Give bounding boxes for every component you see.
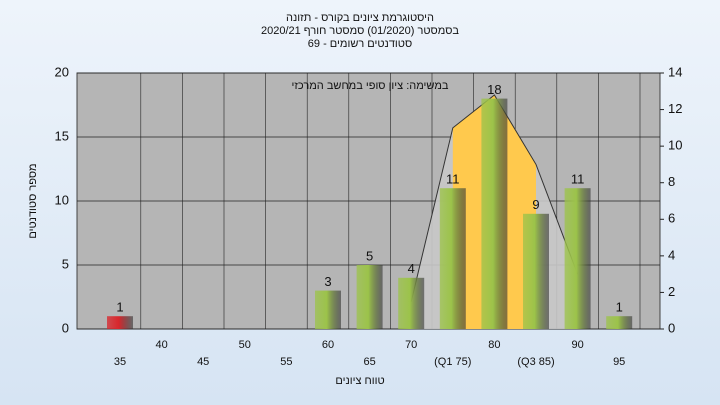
y2-tick-label: 6: [668, 211, 675, 226]
y2-tick-label: 12: [668, 101, 682, 116]
chart-subtitle: סטודנטים רשומים - 69: [308, 38, 412, 50]
bar: [107, 316, 133, 329]
distribution-line: [410, 94, 579, 302]
y-axis-label: מספר סטודנטים: [27, 163, 39, 238]
y-tick-label: 10: [55, 192, 69, 207]
y2-tick-label: 0: [668, 320, 675, 335]
data-label: 18: [487, 82, 501, 97]
y-tick-label: 5: [62, 256, 69, 271]
x-tick-label: (Q1 75): [434, 356, 471, 368]
y2-tick-label: 14: [668, 64, 682, 79]
y2-tick-label: 2: [668, 284, 675, 299]
bar: [398, 277, 425, 329]
y2-tick-label: 4: [668, 247, 675, 262]
y-tick-label: 20: [55, 64, 69, 79]
y2-tick-label: 10: [668, 138, 682, 153]
x-tick-label: 70: [405, 339, 417, 351]
x-tick-label: 45: [197, 356, 209, 368]
bar: [356, 265, 383, 329]
x-axis-label: טווח ציונים: [335, 375, 384, 387]
data-label: 11: [446, 172, 460, 187]
y-tick-label: 0: [62, 320, 69, 335]
x-tick-label: (Q3 85): [517, 356, 554, 368]
bar: [564, 188, 591, 329]
chart-subtitle: בסמסטר (01/2020) סמסטר חורף 2020/21: [261, 25, 459, 37]
bar: [523, 213, 549, 329]
bar: [315, 290, 341, 329]
x-tick-label: 55: [280, 356, 292, 368]
annotation: במשימה: ציון סופי במחשב המרכזי: [292, 80, 449, 92]
x-tick-label: 65: [363, 356, 375, 368]
bar: [606, 316, 633, 329]
data-label: 5: [366, 248, 373, 263]
x-tick-label: 60: [322, 339, 334, 351]
data-label: 3: [324, 274, 331, 289]
data-label: 11: [571, 172, 585, 187]
y-tick-label: 15: [55, 128, 69, 143]
bar: [481, 98, 508, 329]
data-label: 1: [616, 300, 623, 315]
x-tick-label: 35: [114, 356, 126, 368]
x-tick-label: 50: [239, 339, 251, 351]
bar: [439, 188, 466, 329]
x-tick-label: 40: [155, 339, 167, 351]
x-tick-label: 90: [571, 339, 583, 351]
chart-title: היסטוגרמת ציונים בקורס - תזונה: [286, 12, 434, 24]
data-label: 9: [532, 197, 539, 212]
y2-tick-label: 8: [668, 174, 675, 189]
x-tick-label: 80: [488, 339, 500, 351]
data-label: 4: [408, 261, 415, 276]
data-label: 1: [116, 300, 123, 315]
x-tick-label: 95: [613, 356, 625, 368]
